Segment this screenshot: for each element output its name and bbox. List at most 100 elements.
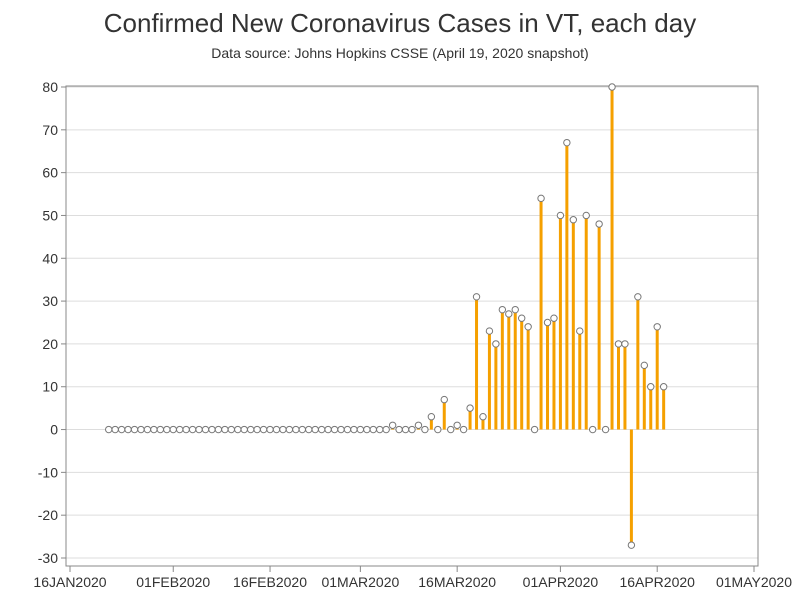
data-point (369, 425, 377, 434)
data-point (530, 425, 539, 434)
data-point (175, 425, 184, 434)
plot-frame (65, 85, 759, 567)
data-point (343, 425, 352, 434)
data-point (498, 305, 507, 314)
data-point (156, 425, 165, 434)
data-point (382, 425, 390, 434)
data-point (169, 425, 177, 434)
data-point (292, 425, 300, 434)
data-point (227, 425, 236, 434)
data-point (647, 383, 655, 391)
data-point (421, 425, 429, 434)
data-point (208, 425, 216, 434)
data-point (143, 425, 152, 434)
data-point (440, 395, 448, 404)
x-tick-label: 01FEB2020 (136, 574, 210, 590)
data-point (434, 425, 442, 434)
data-point (356, 425, 365, 434)
data-point (272, 425, 281, 434)
data-point (214, 425, 223, 434)
y-tick-label: 40 (42, 250, 58, 266)
y-tick-label: -30 (38, 550, 58, 566)
data-point (163, 425, 171, 434)
x-tick-label: 16FEB2020 (233, 574, 307, 590)
data-point (408, 425, 416, 434)
data-point (595, 220, 603, 228)
data-point (485, 327, 494, 335)
y-tick-label: 30 (42, 293, 58, 309)
y-tick-label: -20 (38, 507, 58, 523)
data-point (363, 425, 371, 434)
data-point (105, 425, 113, 434)
data-point (576, 327, 584, 335)
data-point (543, 318, 552, 327)
data-point (447, 425, 455, 434)
data-point (324, 425, 332, 434)
data-point (376, 425, 384, 434)
data-point (305, 425, 313, 434)
y-tick-label: 20 (42, 336, 58, 352)
data-point (298, 425, 307, 434)
data-point (492, 340, 500, 348)
data-point (472, 293, 481, 301)
data-point (550, 314, 558, 322)
data-point (259, 425, 268, 434)
data-point (608, 83, 616, 91)
x-tick-label: 16APR2020 (619, 574, 695, 590)
data-point (517, 314, 526, 322)
data-point (311, 425, 319, 434)
data-point (124, 425, 132, 434)
data-point (234, 425, 242, 434)
data-point (556, 211, 565, 220)
data-point (614, 340, 623, 348)
data-point (634, 293, 642, 301)
data-point (266, 425, 274, 434)
data-point (563, 138, 571, 147)
data-point (427, 413, 436, 421)
data-point (337, 425, 345, 434)
data-point (395, 425, 403, 434)
data-point (621, 340, 629, 348)
y-tick-label: 10 (42, 379, 58, 395)
y-tick-label: 60 (42, 165, 58, 181)
data-point (659, 383, 668, 391)
y-tick-label: -10 (38, 464, 58, 480)
data-point (285, 425, 294, 434)
data-point (137, 425, 145, 434)
data-point (150, 425, 158, 434)
data-point (201, 425, 210, 434)
data-point (350, 425, 358, 434)
x-tick-label: 16JAN2020 (33, 574, 106, 590)
data-point (240, 425, 248, 434)
data-point (505, 310, 513, 318)
data-point (453, 421, 461, 429)
data-point (130, 425, 139, 434)
data-point (466, 404, 474, 412)
data-point (653, 323, 661, 331)
y-tick-label: 50 (42, 207, 58, 223)
data-point (279, 425, 287, 434)
data-point (479, 413, 487, 421)
data-point (569, 216, 578, 224)
y-tick-label: 70 (42, 122, 58, 138)
data-point (537, 194, 545, 203)
data-point (188, 425, 197, 434)
data-point (111, 425, 119, 434)
y-tick-label: 0 (50, 422, 58, 438)
chart-subtitle: Data source: Johns Hopkins CSSE (April 1… (211, 45, 589, 61)
data-point (195, 425, 203, 434)
data-point (117, 425, 126, 434)
x-tick-label: 01MAY2020 (716, 574, 792, 590)
x-tick-label: 16MAR2020 (418, 574, 496, 590)
data-point (330, 425, 339, 434)
chart-title: Confirmed New Coronavirus Cases in VT, e… (103, 8, 697, 38)
data-point (401, 425, 410, 434)
data-point (640, 361, 649, 370)
data-point (221, 425, 229, 434)
data-point (182, 425, 190, 434)
data-point (459, 425, 468, 434)
data-point (246, 425, 255, 434)
data-point (253, 425, 261, 434)
x-tick-label: 01MAR2020 (321, 574, 399, 590)
